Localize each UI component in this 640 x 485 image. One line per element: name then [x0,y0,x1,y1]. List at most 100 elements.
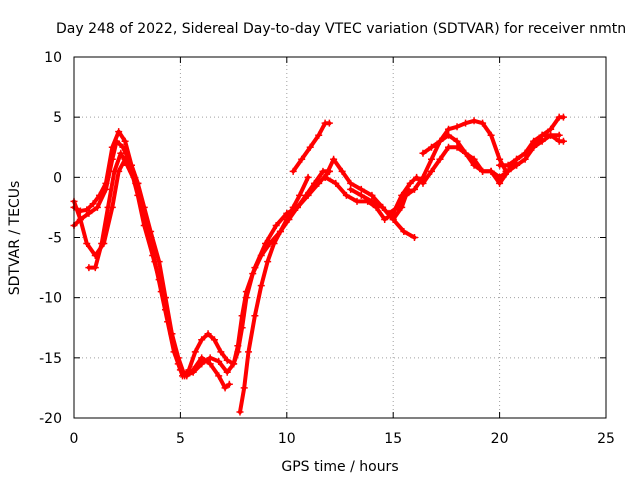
data-point [406,179,414,187]
data-point [127,161,135,169]
x-tick-label: 25 [597,431,615,447]
y-tick-label: 10 [44,50,62,66]
data-point [289,203,297,211]
data-point [217,348,225,356]
data-point [400,227,408,235]
data-point [357,191,365,199]
data-point [276,227,284,235]
data-point [496,155,504,163]
x-tick-label: 20 [491,431,509,447]
data-point [76,207,84,215]
data-point [289,167,297,175]
data-point [272,221,280,229]
series-7 [321,155,412,223]
data-point [521,155,529,163]
y-tick-label: -15 [39,351,62,367]
data-point [242,288,250,296]
data-point [183,372,191,380]
data-point [104,203,112,211]
data-point [151,258,159,266]
data-point [121,137,129,145]
data-point [496,161,504,169]
data-point [496,173,504,181]
data-point [240,384,248,392]
data-point [304,191,312,199]
data-point [357,185,365,193]
series-3 [85,149,233,392]
data-point [257,282,265,290]
y-tick-label: -5 [48,231,62,247]
data-point [462,149,470,157]
data-point [76,215,84,223]
data-point [283,215,291,223]
data-point [445,143,453,151]
data-point [487,131,495,139]
data-point [85,209,93,217]
data-point [453,123,461,131]
series-5 [236,173,312,416]
y-axis-label: SDTVAR / TECUs [7,181,23,296]
data-point [157,288,165,296]
data-point [91,264,99,272]
data-point [353,197,361,205]
data-point [115,128,123,136]
data-point [215,372,223,380]
data-point [170,348,178,356]
data-point [332,179,340,187]
data-point [436,137,444,145]
data-point [191,348,199,356]
data-point [315,131,323,139]
ticks-layer [73,56,607,419]
data-point [206,354,214,362]
series-trace [323,157,411,222]
data-point [402,191,410,199]
data-point [325,119,333,127]
data-point [144,227,152,235]
series-9 [347,185,418,241]
x-tick-label: 0 [70,431,79,447]
data-point [83,206,91,214]
data-point [315,179,323,187]
data-point [555,131,563,139]
data-point [559,137,567,145]
series-6 [289,119,333,175]
data-point [176,366,184,374]
data-point [410,185,418,193]
x-tick-label: 5 [176,431,185,447]
data-point [436,155,444,163]
data-point [215,357,223,365]
data-point [347,185,355,193]
data-point [530,137,538,145]
data-point [251,312,259,320]
data-point [547,131,555,139]
y-tick-label: 5 [53,110,62,126]
data-point [206,360,214,368]
data-point [479,119,487,127]
data-point [479,167,487,175]
data-point [470,117,478,125]
data-point [379,203,387,211]
series-4 [70,128,142,215]
data-point [210,336,218,344]
data-point [462,119,470,127]
data-point [198,336,206,344]
data-point [108,143,116,151]
x-axis-label: GPS time / hours [281,459,398,475]
data-point [298,155,306,163]
data-point [264,258,272,266]
data-point [368,191,376,199]
series-trace [86,151,232,390]
data-point [538,131,546,139]
data-point [393,203,401,211]
data-point [496,179,504,187]
data-point [244,348,252,356]
chart-title: Day 248 of 2022, Sidereal Day-to-day VTE… [56,21,626,37]
data-point [189,366,197,374]
series-13 [496,131,567,169]
data-point [198,354,206,362]
data-point [204,330,212,338]
data-point [83,240,91,248]
data-point [368,197,376,205]
data-point [234,342,242,350]
